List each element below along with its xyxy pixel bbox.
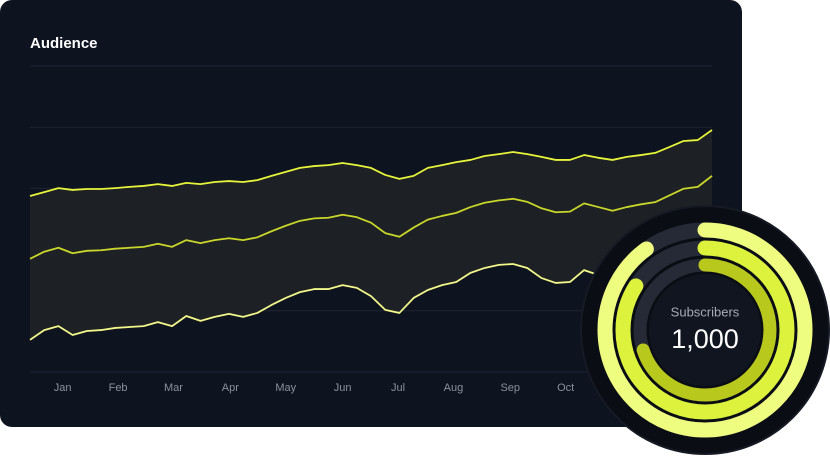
series-line: [29, 129, 713, 197]
ring-arc: [597, 222, 813, 438]
x-tick-label: Jan: [54, 382, 72, 394]
x-tick-label: Sep: [500, 382, 520, 394]
ring-arc: [633, 258, 777, 402]
band-area: [30, 129, 712, 340]
radial-value: 1,000: [671, 324, 739, 354]
x-tick-label: Aug: [444, 382, 464, 394]
x-tick-label: Jul: [391, 382, 405, 394]
x-tick-label: May: [275, 382, 296, 394]
ring-arc: [615, 240, 795, 420]
x-tick-label: Oct: [557, 382, 574, 394]
x-tick-label: Jun: [334, 382, 352, 394]
chart-title: Audience: [30, 35, 98, 52]
x-tick-label: Mar: [164, 382, 183, 394]
x-tick-label: Feb: [109, 382, 128, 394]
x-tick-label: Apr: [222, 382, 239, 394]
series-line: [29, 175, 713, 260]
radial-label: Subscribers: [671, 304, 740, 319]
radial-center: [649, 274, 761, 386]
